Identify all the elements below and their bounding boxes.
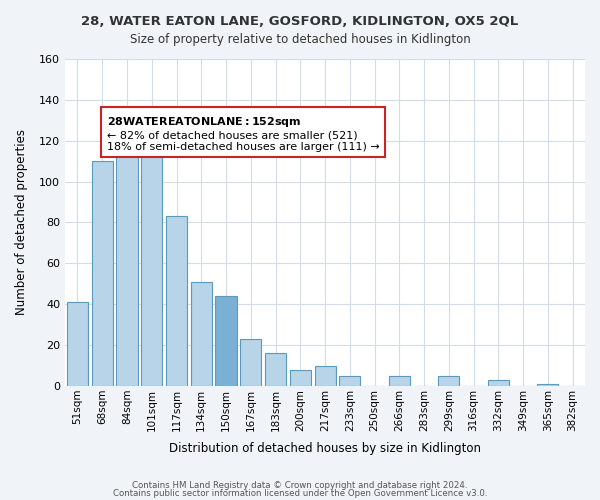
Y-axis label: Number of detached properties: Number of detached properties	[15, 130, 28, 316]
Text: Contains public sector information licensed under the Open Government Licence v3: Contains public sector information licen…	[113, 488, 487, 498]
Text: Contains HM Land Registry data © Crown copyright and database right 2024.: Contains HM Land Registry data © Crown c…	[132, 481, 468, 490]
X-axis label: Distribution of detached houses by size in Kidlington: Distribution of detached houses by size …	[169, 442, 481, 455]
Bar	[240, 339, 261, 386]
Text: Size of property relative to detached houses in Kidlington: Size of property relative to detached ho…	[130, 32, 470, 46]
Bar	[191, 282, 212, 386]
Bar	[439, 376, 460, 386]
Bar	[166, 216, 187, 386]
Bar	[67, 302, 88, 386]
Text: 28, WATER EATON LANE, GOSFORD, KIDLINGTON, OX5 2QL: 28, WATER EATON LANE, GOSFORD, KIDLINGTO…	[82, 15, 518, 28]
Bar	[339, 376, 361, 386]
Bar	[92, 161, 113, 386]
Bar	[141, 143, 162, 386]
Bar	[290, 370, 311, 386]
Bar	[265, 354, 286, 386]
Bar	[116, 153, 137, 386]
Bar	[538, 384, 559, 386]
Bar	[314, 366, 335, 386]
Bar	[215, 296, 236, 386]
Bar	[389, 376, 410, 386]
Bar	[488, 380, 509, 386]
Text: $\bf{28 WATER EATON LANE: 152sqm}$
← 82% of detached houses are smaller (521)
18: $\bf{28 WATER EATON LANE: 152sqm}$ ← 82%…	[107, 114, 379, 152]
